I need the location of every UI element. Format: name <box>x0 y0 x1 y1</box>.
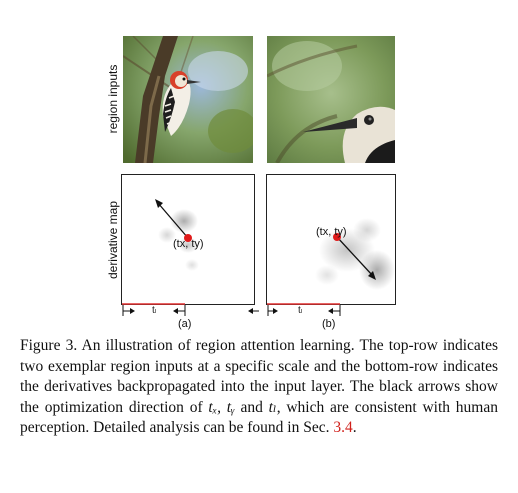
subfigure-label-b: (b) <box>322 318 336 330</box>
caption-text-3: , which are consistent with human percep… <box>20 398 498 437</box>
derivative-map-b-plot <box>315 218 395 290</box>
attention-center-point-b <box>333 233 341 241</box>
row-label-derivative-map: derivative map <box>106 200 120 280</box>
region-input-photo-a <box>123 36 253 163</box>
tl-label-b: tₗ <box>298 305 303 316</box>
figure-caption: Figure 3. An illustration of region atte… <box>20 336 498 439</box>
caption-math-txty: tₓ, tᵧ <box>208 398 235 416</box>
woodpecker-image-a <box>123 36 253 163</box>
caption-math-tl: tₗ <box>268 398 277 416</box>
point-label-b: (tx, ty) <box>316 226 347 238</box>
caption-figure-number: Figure 3. <box>20 337 78 354</box>
tl-indicator-b <box>267 303 341 316</box>
woodpecker-image-b <box>267 36 395 163</box>
tl-indicator-a <box>122 303 259 316</box>
tl-label-a: tₗ <box>152 305 157 316</box>
caption-text-1: An illustration of region attention lear… <box>20 337 498 416</box>
attention-center-point-a <box>184 234 192 242</box>
caption-end: . <box>352 419 357 436</box>
caption-text-2: and <box>240 398 263 416</box>
derivative-map-a-plot <box>155 199 199 271</box>
section-reference-link[interactable]: 3.4 <box>333 419 353 436</box>
row-label-region-inputs: region inputs <box>106 64 120 134</box>
subfigure-label-a: (a) <box>178 318 192 330</box>
region-input-photo-b <box>267 36 395 163</box>
point-label-a: (tx, ty) <box>173 238 204 250</box>
derivative-map-b <box>266 174 396 305</box>
derivative-map-a <box>121 174 255 305</box>
